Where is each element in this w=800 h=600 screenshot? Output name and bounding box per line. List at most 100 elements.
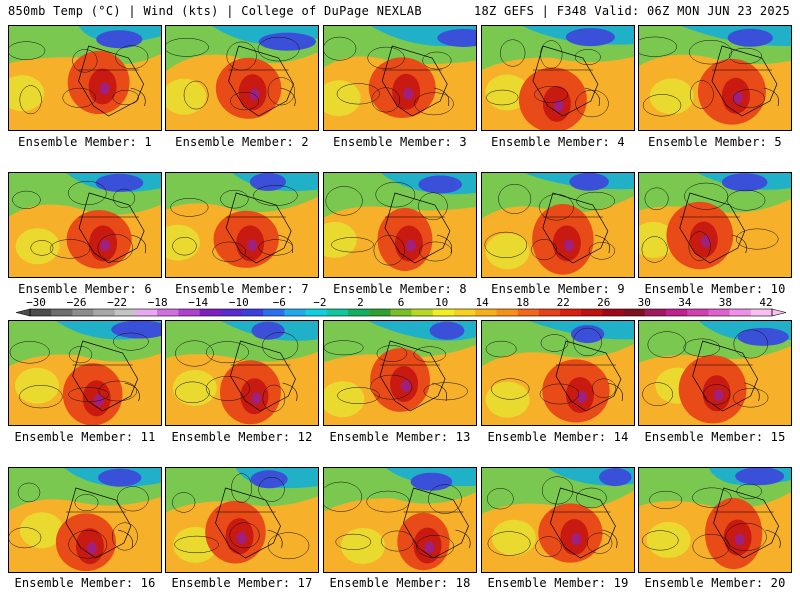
ensemble-member-map	[638, 467, 792, 573]
colorbar-swatch	[178, 309, 200, 316]
colorbar-tick-label: −14	[188, 296, 208, 309]
ensemble-member-map	[165, 172, 319, 278]
ensemble-member-caption: Ensemble Member: 12	[171, 430, 313, 444]
colorbar-tick-label: −18	[148, 296, 168, 309]
ensemble-member-map	[323, 320, 477, 426]
ensemble-member-caption: Ensemble Member: 15	[644, 430, 786, 444]
colorbar-swatch	[284, 309, 306, 316]
colorbar-tick-label: 14	[475, 296, 489, 309]
colorbar-swatch	[242, 309, 264, 316]
temperature-colorbar: −30 −26 −22 −18 −14 −10 −6 −2 2 6 10 14 18 22 26 30 34 38…	[15, 296, 787, 317]
ensemble-member-map	[638, 172, 792, 278]
ensemble-member-caption: Ensemble Member: 10	[644, 282, 786, 296]
ensemble-member-caption: Ensemble Member: 9	[491, 282, 625, 296]
temperature-wind-field	[639, 468, 791, 572]
colorbar-swatch	[390, 309, 412, 316]
ensemble-member-caption: Ensemble Member: 3	[333, 135, 467, 149]
ensemble-member-caption: Ensemble Member: 14	[487, 430, 629, 444]
colorbar-tick-label: 42	[759, 296, 772, 309]
colorbar-swatch	[475, 309, 497, 316]
colorbar-swatch	[51, 309, 73, 316]
ensemble-member-caption: Ensemble Member: 8	[333, 282, 467, 296]
ensemble-member-map	[638, 25, 792, 131]
colorbar-swatch	[602, 309, 624, 316]
ensemble-member-caption: Ensemble Member: 7	[175, 282, 309, 296]
ensemble-member-caption: Ensemble Member: 20	[644, 576, 786, 590]
colorbar-swatch	[114, 309, 137, 316]
temperature-wind-field	[482, 173, 634, 277]
colorbar-tick-label: 34	[678, 296, 692, 309]
colorbar-swatch	[687, 309, 709, 316]
colorbar-swatch	[750, 309, 773, 316]
colorbar-swatch	[581, 309, 603, 316]
colorbar-swatch	[708, 309, 730, 316]
colorbar-swatch	[136, 309, 158, 316]
colorbar-tick-label: 38	[719, 296, 732, 309]
ensemble-member-map	[8, 467, 162, 573]
temperature-wind-field	[482, 468, 634, 572]
colorbar-swatch	[729, 309, 752, 316]
ensemble-member-caption: Ensemble Member: 18	[329, 576, 471, 590]
ensemble-member-map	[481, 172, 635, 278]
temperature-wind-field	[324, 321, 476, 425]
ensemble-member-map	[323, 25, 477, 131]
colorbar-swatch	[157, 309, 179, 316]
temperature-wind-field	[639, 173, 791, 277]
colorbar-tick-label: 18	[516, 296, 529, 309]
colorbar-tick-label: −6	[273, 296, 286, 309]
colorbar-swatch	[348, 309, 370, 316]
colorbar-swatch	[454, 309, 476, 316]
colorbar-swatch	[411, 309, 434, 316]
temperature-wind-field	[639, 321, 791, 425]
ensemble-member-map	[638, 320, 792, 426]
ensemble-member-caption: Ensemble Member: 17	[171, 576, 313, 590]
colorbar-swatch	[644, 309, 667, 316]
colorbar-swatch	[538, 309, 561, 316]
ensemble-member-map	[8, 320, 162, 426]
colorbar-tick-label: 6	[398, 296, 405, 309]
ensemble-member-map	[165, 25, 319, 131]
ensemble-member-map	[481, 25, 635, 131]
ensemble-member-caption: Ensemble Member: 19	[487, 576, 629, 590]
colorbar-tick-label: 22	[557, 296, 570, 309]
ensemble-member-map	[481, 467, 635, 573]
temperature-wind-field	[166, 321, 318, 425]
colorbar-tick-label: −22	[107, 296, 127, 309]
temperature-wind-field	[9, 321, 161, 425]
temperature-wind-field	[166, 26, 318, 130]
ensemble-member-caption: Ensemble Member: 11	[14, 430, 156, 444]
colorbar-swatch	[496, 309, 518, 316]
colorbar-tick-label: 2	[357, 296, 364, 309]
colorbar-swatch	[305, 309, 328, 316]
colorbar-arrow-left	[15, 308, 31, 317]
ensemble-member-caption: Ensemble Member: 1	[18, 135, 152, 149]
colorbar-swatch	[220, 309, 243, 316]
temperature-wind-field	[482, 321, 634, 425]
ensemble-member-map	[481, 320, 635, 426]
colorbar-swatch	[432, 309, 455, 316]
colorbar-swatch	[326, 309, 349, 316]
colorbar-swatch	[72, 309, 94, 316]
ensemble-member-map	[8, 25, 162, 131]
ensemble-member-map	[8, 172, 162, 278]
ensemble-member-caption: Ensemble Member: 13	[329, 430, 471, 444]
ensemble-member-caption: Ensemble Member: 5	[648, 135, 782, 149]
colorbar-tick-label: −26	[67, 296, 87, 309]
ensemble-member-map	[323, 467, 477, 573]
colorbar-tick-label: −10	[229, 296, 249, 309]
temperature-wind-field	[324, 468, 476, 572]
colorbar-tick-label: 10	[435, 296, 448, 309]
colorbar-swatch	[623, 309, 646, 316]
ensemble-member-caption: Ensemble Member: 6	[18, 282, 152, 296]
colorbar-swatch	[30, 309, 52, 316]
ensemble-member-map	[165, 467, 319, 573]
temperature-wind-field	[639, 26, 791, 130]
ensemble-member-map	[165, 320, 319, 426]
temperature-wind-field	[482, 26, 634, 130]
colorbar-swatch	[666, 309, 688, 316]
map-title: 850mb Temp (°C) | Wind (kts) | College o…	[8, 4, 422, 18]
temperature-wind-field	[9, 173, 161, 277]
temperature-wind-field	[9, 468, 161, 572]
colorbar-arrow-right	[771, 308, 787, 317]
colorbar-tick-label: 30	[638, 296, 651, 309]
